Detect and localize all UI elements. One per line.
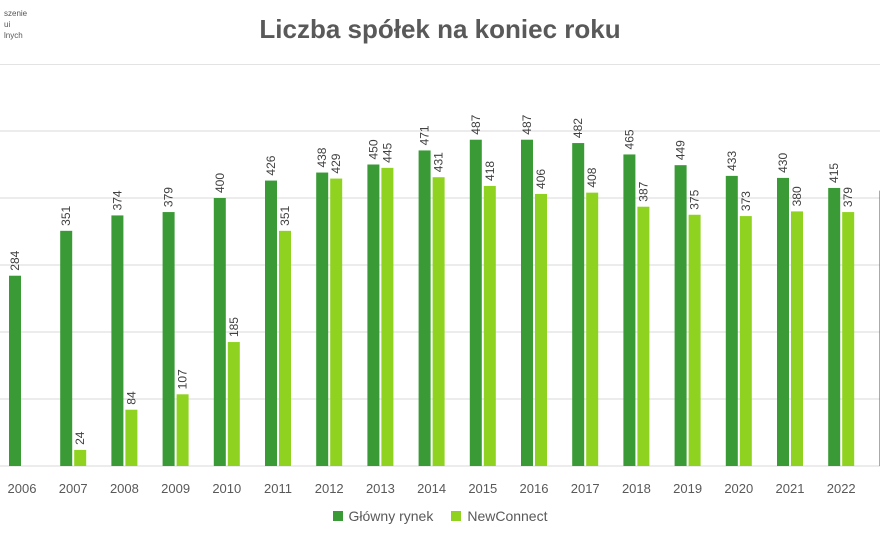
- logo-line: lnych: [4, 31, 23, 40]
- bar-newconnect: [483, 185, 496, 466]
- chart-title: Liczba spółek na koniec roku: [259, 14, 621, 44]
- bar-chart: 2006 284 2007 351 24 2008 374 84 2009 379 107 2010 4…: [0, 114, 880, 496]
- bar-newconnect: [739, 216, 752, 466]
- bar-main-market: [725, 175, 738, 466]
- data-label: 431: [432, 152, 446, 172]
- bar-main-market: [265, 180, 277, 466]
- legend-item-newconnect[interactable]: NewConnect: [451, 508, 547, 524]
- data-label: 351: [59, 205, 73, 225]
- bar-main-market: [828, 187, 841, 466]
- data-label: 351: [278, 205, 292, 225]
- bar-newconnect: [637, 206, 650, 466]
- bar-newconnect: [227, 342, 240, 466]
- data-label: 471: [418, 125, 432, 145]
- x-tick-label: 2015: [468, 481, 497, 496]
- x-tick-label: 2017: [571, 481, 600, 496]
- x-tick-label: 2007: [59, 481, 88, 496]
- data-label: 24: [73, 431, 87, 445]
- bar-newconnect: [176, 394, 189, 466]
- bar-newconnect: [279, 230, 291, 466]
- bar-newconnect: [381, 167, 394, 466]
- data-label: 374: [110, 190, 124, 210]
- bar-main-market: [521, 139, 533, 466]
- data-label: 185: [227, 317, 241, 337]
- bar-main-market: [111, 215, 124, 466]
- legend-item-main-market[interactable]: Główny rynek: [332, 508, 434, 524]
- data-label: 450: [366, 139, 380, 159]
- data-label: 107: [176, 369, 190, 389]
- bar-newconnect: [74, 449, 87, 466]
- legend-swatch-newconnect: [451, 511, 462, 521]
- x-tick-label: 2018: [622, 481, 651, 496]
- x-tick-label: 2016: [520, 481, 549, 496]
- bar-main-market: [9, 275, 21, 466]
- data-label: 429: [329, 153, 343, 173]
- data-label: 445: [380, 143, 394, 163]
- data-label: 379: [162, 187, 176, 207]
- data-label: 284: [8, 250, 22, 270]
- data-label: 487: [469, 114, 483, 134]
- logo: szenie ui lnych: [0, 8, 64, 41]
- data-label: 465: [622, 129, 636, 149]
- legend: Główny rynek NewConnect: [0, 508, 880, 524]
- bar-main-market: [213, 198, 226, 466]
- data-label: 433: [725, 151, 739, 171]
- x-tick-label: 2010: [212, 481, 241, 496]
- data-label: 387: [636, 181, 650, 201]
- bar-newconnect: [535, 193, 547, 467]
- bar-main-market: [316, 172, 329, 467]
- x-tick-label: 2008: [110, 481, 139, 496]
- data-label: 400: [213, 173, 227, 193]
- bar-newconnect: [791, 211, 803, 466]
- bar-newconnect: [586, 192, 599, 466]
- data-label: 430: [776, 153, 790, 173]
- bar-main-market: [777, 177, 789, 466]
- bar-newconnect: [842, 212, 855, 466]
- legend-swatch-main-market: [332, 511, 343, 521]
- x-tick-label: 2020: [724, 481, 753, 496]
- x-tick-label: 2009: [161, 481, 190, 496]
- bar-main-market: [623, 154, 636, 466]
- top-divider: [0, 64, 880, 65]
- x-tick-label: 2006: [8, 481, 37, 496]
- data-label: 418: [483, 161, 497, 181]
- bar-main-market: [469, 139, 482, 466]
- x-tick-label: 2013: [366, 481, 395, 496]
- bar-newconnect: [688, 214, 701, 466]
- legend-label-main-market: Główny rynek: [348, 508, 434, 524]
- data-label: 438: [315, 147, 329, 167]
- bar-main-market: [367, 164, 380, 466]
- bar-main-market: [418, 150, 431, 466]
- data-label: 84: [124, 391, 138, 405]
- data-label: 379: [841, 187, 855, 207]
- bar-newconnect: [330, 178, 343, 466]
- x-tick-label: 2014: [417, 481, 446, 496]
- logo-line: ui: [4, 20, 11, 29]
- data-label: 415: [827, 163, 841, 183]
- bar-newconnect: [125, 409, 138, 466]
- x-tick-label: 2021: [776, 481, 805, 496]
- data-label: 449: [674, 140, 688, 160]
- data-label: 482: [571, 118, 585, 138]
- legend-label-newconnect: NewConnect: [467, 508, 548, 524]
- data-label: 375: [688, 189, 702, 209]
- x-tick-label: 2022: [827, 481, 856, 496]
- data-label: 487: [520, 114, 534, 134]
- x-tick-label: 2011: [264, 481, 292, 496]
- data-label: 408: [585, 167, 599, 187]
- logo-line: szenie: [4, 9, 28, 18]
- bar-main-market: [162, 212, 175, 466]
- x-tick-label: 2019: [673, 481, 702, 496]
- bar-newconnect: [432, 177, 445, 467]
- bar-main-market: [572, 143, 585, 466]
- bar-main-market: [674, 165, 687, 467]
- bar-main-market: [60, 230, 73, 466]
- data-label: 380: [790, 186, 804, 206]
- data-label: 373: [739, 191, 753, 211]
- x-tick-label: 2012: [315, 481, 344, 496]
- data-label: 41: [878, 172, 880, 186]
- data-label: 426: [264, 155, 278, 175]
- data-label: 406: [534, 169, 548, 189]
